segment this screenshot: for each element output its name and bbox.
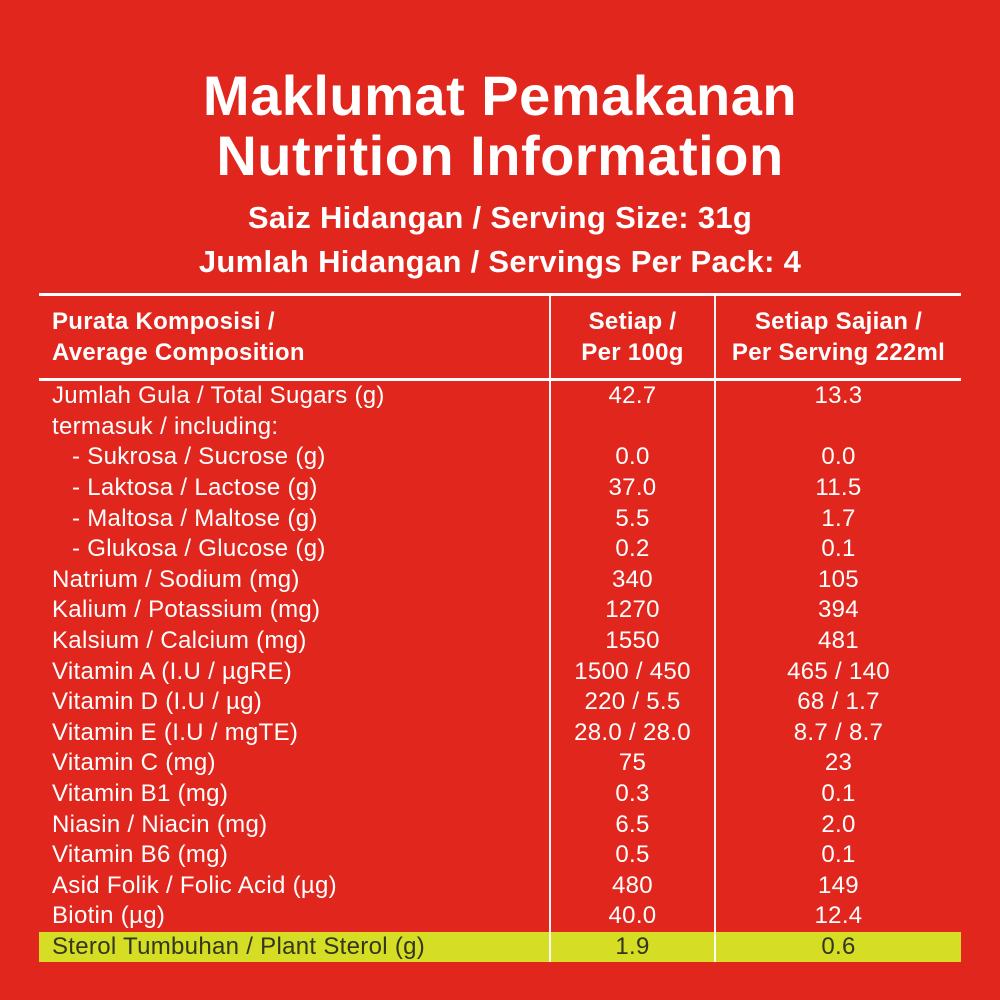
row-per-serving: 0.0	[714, 442, 961, 473]
table-row: - Sukrosa / Sucrose (g) 0.0 0.0	[39, 442, 961, 473]
row-label: Kalsium / Calcium (mg)	[52, 627, 307, 655]
table-header: Purata Komposisi / Average Composition S…	[39, 296, 961, 381]
table-row: Vitamin C (mg) 75 23	[39, 748, 961, 779]
row-label: Kalium / Potassium (mg)	[52, 596, 321, 624]
header-composition-line2: Average Composition	[52, 339, 305, 366]
row-per-100g: 75	[549, 748, 714, 779]
table-row: Vitamin E (I.U / mgTE) 28.0 / 28.0 8.7 / 8…	[39, 717, 961, 749]
table-row: - Maltosa / Maltose (g) 5.5 1.7	[39, 503, 961, 534]
row-per-100g: 1.9	[549, 931, 714, 963]
row-label: Vitamin A (I.U / µgRE)	[52, 657, 293, 685]
row-per-100g: 6.5	[549, 809, 714, 840]
row-per-serving: 105	[714, 564, 961, 596]
row-per-serving: 0.6	[714, 931, 961, 963]
row-per-100g: 0.5	[549, 839, 714, 871]
row-per-serving: 0.1	[714, 839, 961, 871]
row-label: - Glukosa / Glucose (g)	[72, 535, 326, 563]
row-label: Vitamin B1 (mg)	[52, 780, 229, 808]
row-label: Vitamin B6 (mg)	[52, 841, 229, 869]
row-label: Vitamin C (mg)	[52, 749, 216, 777]
row-per-serving	[714, 411, 961, 443]
table-row: - Glukosa / Glucose (g) 0.2 0.1	[39, 533, 961, 565]
row-label: Natrium / Sodium (mg)	[52, 565, 300, 593]
row-per-serving: 8.7 / 8.7	[714, 717, 961, 749]
row-per-serving: 12.4	[714, 901, 961, 932]
nutrition-table: Purata Komposisi / Average Composition S…	[39, 293, 961, 963]
row-label: Asid Folik / Folic Acid (µg)	[52, 871, 337, 899]
header-composition-line1: Purata Komposisi /	[52, 308, 275, 335]
row-label: - Laktosa / Lactose (g)	[72, 474, 318, 502]
row-per-100g: 1270	[549, 595, 714, 626]
row-label: - Sukrosa / Sucrose (g)	[72, 443, 326, 471]
row-per-100g: 0.2	[549, 533, 714, 565]
row-per-serving: 23	[714, 748, 961, 779]
row-label: - Maltosa / Maltose (g)	[72, 504, 318, 532]
table-row: Vitamin B6 (mg) 0.5 0.1	[39, 839, 961, 871]
table-row: - Laktosa / Lactose (g) 37.0 11.5	[39, 472, 961, 504]
row-per-100g	[549, 411, 714, 443]
heading-block: Maklumat Pemakanan Nutrition Information…	[0, 66, 1000, 284]
header-per-100g-line2: Per 100g	[581, 339, 684, 366]
row-label: Niasin / Niacin (mg)	[52, 810, 268, 838]
row-per-100g: 340	[549, 564, 714, 596]
row-per-serving: 68 / 1.7	[714, 686, 961, 718]
table-row: termasuk / including:	[39, 411, 961, 443]
row-per-100g: 42.7	[549, 381, 714, 412]
header-per-serving-line1: Setiap Sajian /	[754, 308, 923, 335]
header-per-serving: Setiap Sajian / Per Serving 222ml	[714, 296, 961, 378]
row-label: Sterol Tumbuhan / Plant Sterol (g)	[52, 932, 426, 960]
row-per-100g: 480	[549, 870, 714, 902]
row-per-100g: 1500 / 450	[549, 656, 714, 687]
row-per-serving: 1.7	[714, 503, 961, 534]
row-label: Vitamin D (I.U / µg)	[52, 688, 263, 716]
title-malay: Maklumat Pemakanan	[202, 64, 798, 127]
table-row: Vitamin D (I.U / µg) 220 / 5.5 68 / 1.7	[39, 686, 961, 718]
row-per-100g: 220 / 5.5	[549, 686, 714, 718]
serving-size-line: Saiz Hidangan / Serving Size: 31g	[247, 200, 753, 235]
row-per-serving: 465 / 140	[714, 656, 961, 687]
row-per-100g: 1550	[549, 625, 714, 657]
row-label: Vitamin E (I.U / mgTE)	[52, 718, 299, 746]
servings-per-pack-line: Jumlah Hidangan / Servings Per Pack: 4	[198, 244, 802, 279]
row-per-serving: 0.1	[714, 778, 961, 810]
table-row: Vitamin A (I.U / µgRE) 1500 / 450 465 / 14…	[39, 656, 961, 687]
table-row: Kalsium / Calcium (mg) 1550 481	[39, 625, 961, 657]
row-per-serving: 149	[714, 870, 961, 902]
row-per-serving: 11.5	[714, 472, 961, 504]
row-per-serving: 481	[714, 625, 961, 657]
row-per-100g: 0.3	[549, 778, 714, 810]
header-per-100g: Setiap / Per 100g	[549, 296, 714, 378]
row-per-100g: 37.0	[549, 472, 714, 504]
table-row: Jumlah Gula / Total Sugars (g) 42.7 13.3	[39, 381, 961, 412]
row-per-100g: 0.0	[549, 442, 714, 473]
table-body: Jumlah Gula / Total Sugars (g) 42.7 13.3 te…	[39, 381, 961, 963]
table-row: Asid Folik / Folic Acid (µg) 480 149	[39, 870, 961, 902]
table-row: Kalium / Potassium (mg) 1270 394	[39, 595, 961, 626]
row-per-serving: 2.0	[714, 809, 961, 840]
row-per-100g: 5.5	[549, 503, 714, 534]
table-row: Biotin (µg) 40.0 12.4	[39, 901, 961, 932]
row-label: Biotin (µg)	[52, 902, 166, 930]
header-composition: Purata Komposisi / Average Composition	[39, 296, 549, 378]
row-per-serving: 394	[714, 595, 961, 626]
header-per-100g-line1: Setiap /	[588, 308, 677, 335]
table-row: Sterol Tumbuhan / Plant Sterol (g) 1.9 0.6	[39, 931, 961, 963]
row-label: termasuk / including:	[52, 412, 279, 440]
row-per-100g: 40.0	[549, 901, 714, 932]
table-row: Natrium / Sodium (mg) 340 105	[39, 564, 961, 596]
row-per-serving: 13.3	[714, 381, 961, 412]
row-label: Jumlah Gula / Total Sugars (g)	[52, 382, 385, 410]
table-row: Niasin / Niacin (mg) 6.5 2.0	[39, 809, 961, 840]
serving-info: Saiz Hidangan / Serving Size: 31g Jumlah…	[0, 196, 1000, 284]
header-per-serving-line2: Per Serving 222ml	[731, 339, 946, 366]
title-english: Nutrition Information	[216, 124, 784, 187]
row-per-serving: 0.1	[714, 533, 961, 565]
row-per-100g: 28.0 / 28.0	[549, 717, 714, 749]
table-row: Vitamin B1 (mg) 0.3 0.1	[39, 778, 961, 810]
